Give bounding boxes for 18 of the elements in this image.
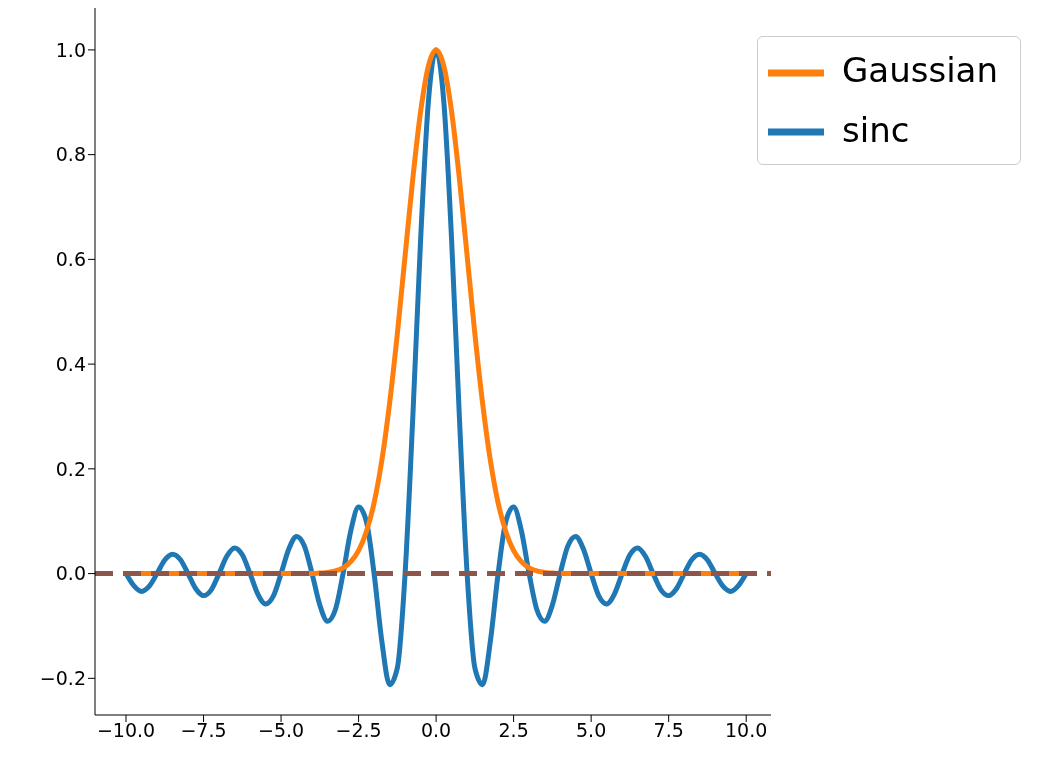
y-tick-label: 0.8 [55,143,86,166]
y-tick-label: 0.6 [55,248,86,271]
x-tick-label: 7.5 [653,719,684,742]
y-tick-label: −0.2 [39,667,86,690]
x-tick-label: −5.0 [257,719,305,742]
x-tick-label: 0.0 [420,719,452,742]
legend-label: Gaussian [842,50,998,90]
legend-label: sinc [842,109,910,150]
y-tick-label: 0.0 [55,562,86,585]
x-tick-label: 5.0 [576,719,607,742]
y-tick-label: 0.2 [55,457,86,480]
x-tick-label: −10.0 [96,719,156,742]
x-tick-label: 2.5 [498,719,529,742]
y-tick-label: 0.4 [55,352,86,375]
x-tick-label: −7.5 [180,719,227,742]
x-tick-label: −2.5 [335,719,382,742]
x-tick-label: 10.0 [725,719,768,742]
y-tick-label: 1.0 [55,38,86,61]
